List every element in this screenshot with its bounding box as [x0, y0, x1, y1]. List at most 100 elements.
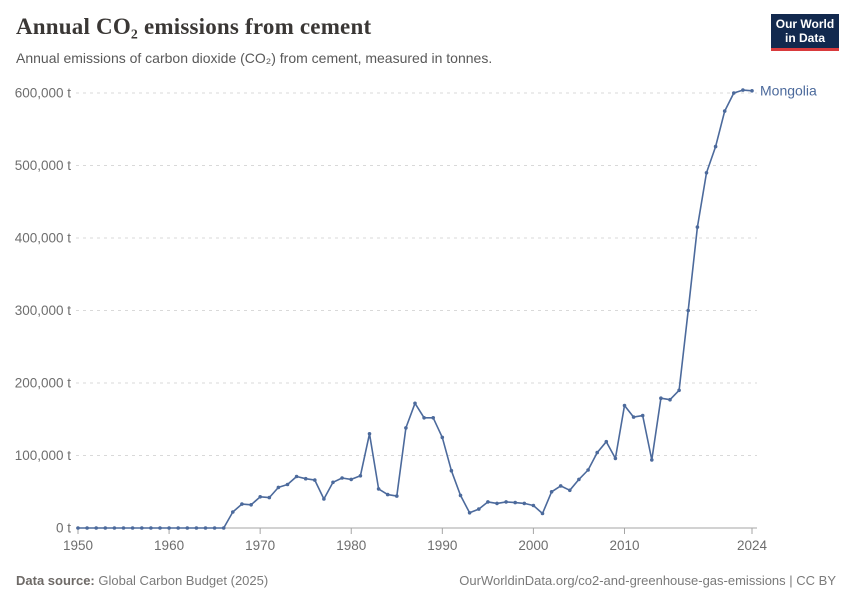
data-point-marker[interactable] — [677, 388, 681, 393]
x-axis-tick-label: 2010 — [609, 538, 639, 553]
data-point-marker[interactable] — [404, 426, 408, 430]
x-axis-tick-label: 2000 — [518, 538, 548, 553]
data-point-marker[interactable] — [258, 495, 263, 499]
data-point-marker[interactable] — [495, 501, 499, 506]
data-point-marker[interactable] — [577, 477, 581, 482]
data-point-marker[interactable] — [413, 401, 417, 406]
data-point-marker[interactable] — [640, 413, 645, 418]
data-point-marker[interactable] — [221, 526, 226, 530]
data-point-marker[interactable] — [549, 490, 554, 494]
data-point-marker[interactable] — [285, 482, 290, 487]
y-axis-tick-label: 400,000 t — [15, 231, 72, 246]
data-point-marker[interactable] — [185, 526, 190, 530]
x-axis-tick-label: 1970 — [245, 538, 275, 553]
y-axis-tick-label: 300,000 t — [15, 303, 72, 318]
x-axis-tick-label: 2024 — [737, 538, 768, 553]
data-point-marker[interactable] — [531, 503, 536, 508]
owid-logo[interactable]: Our World in Data — [771, 14, 839, 51]
data-point-marker[interactable] — [513, 500, 517, 505]
data-point-marker[interactable] — [486, 500, 490, 504]
data-point-marker[interactable] — [395, 494, 399, 498]
data-point-marker[interactable] — [249, 503, 253, 507]
data-point-marker[interactable] — [659, 396, 663, 401]
data-point-marker[interactable] — [631, 415, 636, 419]
y-axis-tick-label: 100,000 t — [15, 448, 72, 463]
data-point-marker[interactable] — [467, 511, 472, 515]
data-point-marker[interactable] — [294, 474, 299, 479]
data-source-note: Data source: Global Carbon Budget (2025) — [16, 573, 268, 588]
data-point-marker[interactable] — [604, 439, 609, 444]
data-point-marker[interactable] — [440, 435, 445, 440]
data-point-marker[interactable] — [558, 484, 563, 488]
data-point-marker[interactable] — [130, 526, 135, 530]
data-source-label: Data source: — [16, 573, 95, 588]
data-point-marker[interactable] — [267, 495, 272, 500]
chart-footer: Data source: Global Carbon Budget (2025)… — [16, 573, 836, 588]
data-point-marker[interactable] — [121, 526, 126, 530]
data-point-marker[interactable] — [367, 432, 372, 436]
data-point-marker[interactable] — [568, 488, 572, 493]
data-point-marker[interactable] — [449, 468, 454, 473]
data-point-marker[interactable] — [422, 416, 426, 420]
data-point-marker[interactable] — [240, 502, 244, 506]
data-point-marker[interactable] — [613, 456, 618, 461]
owid-citation-link[interactable]: OurWorldinData.org/co2-and-greenhouse-ga… — [459, 573, 836, 588]
data-point-marker[interactable] — [504, 500, 508, 504]
data-point-marker[interactable] — [322, 497, 326, 501]
data-point-marker[interactable] — [149, 526, 153, 530]
data-point-marker[interactable] — [158, 526, 162, 530]
data-point-marker[interactable] — [477, 507, 481, 511]
y-axis-tick-label: 0 t — [56, 521, 71, 536]
x-axis-tick-label: 1960 — [154, 538, 184, 553]
data-point-marker[interactable] — [349, 477, 354, 482]
data-point-marker[interactable] — [713, 144, 718, 149]
data-point-marker[interactable] — [140, 526, 144, 530]
x-axis-tick-label: 1990 — [427, 538, 457, 553]
data-point-marker[interactable] — [167, 526, 171, 530]
data-point-marker[interactable] — [586, 468, 590, 472]
data-point-marker[interactable] — [203, 526, 208, 530]
chart-subtitle: Annual emissions of carbon dioxide (CO₂)… — [16, 50, 493, 66]
data-point-marker[interactable] — [303, 476, 308, 481]
data-point-marker[interactable] — [650, 458, 654, 462]
data-point-marker[interactable] — [103, 526, 108, 530]
data-point-marker[interactable] — [458, 493, 463, 498]
data-point-marker[interactable] — [722, 109, 727, 113]
data-point-marker[interactable] — [622, 403, 627, 408]
data-point-marker[interactable] — [732, 91, 736, 95]
data-point-marker[interactable] — [112, 526, 117, 530]
y-axis-tick-label: 600,000 t — [15, 86, 72, 101]
data-point-marker[interactable] — [85, 526, 89, 530]
chart-title: Annual CO₂ emissions from cement — [16, 14, 372, 39]
data-point-marker[interactable] — [212, 526, 217, 530]
data-point-marker[interactable] — [431, 416, 436, 420]
data-point-marker[interactable] — [231, 510, 235, 514]
data-point-marker[interactable] — [522, 501, 527, 506]
data-point-marker[interactable] — [276, 485, 281, 490]
data-source-value: Global Carbon Budget (2025) — [94, 573, 269, 588]
data-point-marker[interactable] — [94, 526, 98, 530]
data-point-marker[interactable] — [686, 308, 690, 313]
data-point-marker[interactable] — [358, 474, 363, 478]
data-point-marker[interactable] — [376, 487, 381, 491]
data-point-marker[interactable] — [668, 397, 672, 402]
data-point-marker[interactable] — [194, 526, 199, 530]
data-point-marker[interactable] — [704, 171, 709, 175]
data-point-marker[interactable] — [695, 225, 700, 229]
data-point-marker[interactable] — [340, 476, 344, 480]
series-line[interactable] — [77, 89, 753, 529]
data-point-marker[interactable] — [540, 511, 545, 516]
x-axis-tick-label: 1980 — [336, 538, 366, 553]
data-point-marker[interactable] — [176, 526, 180, 530]
data-point-marker[interactable] — [750, 89, 754, 93]
y-axis-tick-label: 200,000 t — [15, 376, 72, 391]
data-point-marker[interactable] — [313, 478, 317, 482]
data-point-marker[interactable] — [595, 450, 599, 455]
data-point-marker[interactable] — [331, 480, 335, 485]
data-point-marker[interactable] — [76, 526, 80, 530]
data-point-marker[interactable] — [741, 88, 745, 92]
entity-label[interactable]: Mongolia — [760, 82, 817, 98]
owid-logo-line2: in Data — [784, 31, 825, 45]
data-point-marker[interactable] — [385, 492, 390, 497]
